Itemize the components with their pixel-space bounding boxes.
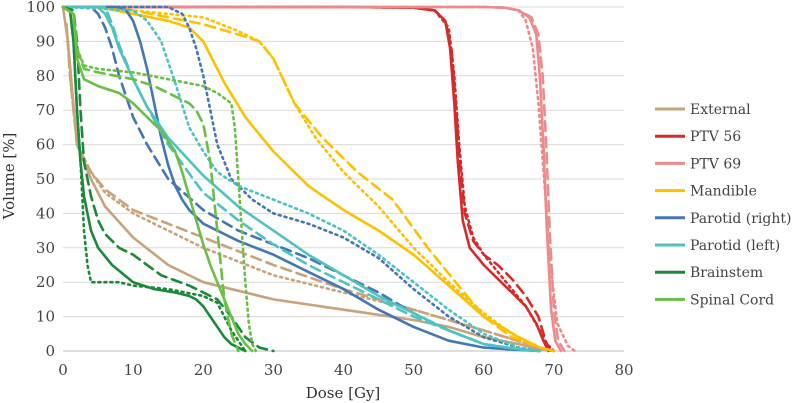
x-tick-label: 10 (124, 361, 143, 379)
legend-label: Mandible (690, 184, 757, 200)
legend-label: Parotid (left) (690, 238, 780, 254)
legend-label: External (690, 102, 751, 118)
series-line-parotid-right-dot (61, 5, 542, 353)
series-line-ptv-69-dot (61, 5, 577, 353)
x-tick-label: 0 (58, 361, 68, 379)
legend-item: Spinal Cord (655, 292, 774, 308)
x-axis-title: Dose [Gy] (306, 384, 381, 402)
series-line-ptv-56-dot (61, 5, 556, 353)
x-tick-label: 30 (264, 361, 283, 379)
series-line-spinal-cord-dot (61, 5, 258, 353)
gridlines (63, 6, 624, 318)
legend-item: External (655, 102, 751, 118)
legend-label: Parotid (right) (690, 211, 791, 227)
series-line-brainstem-dot (61, 5, 247, 353)
series-line-spinal-cord-dash (61, 5, 240, 353)
y-tick-label: 30 (36, 239, 55, 257)
legend-label: Brainstem (690, 265, 763, 281)
y-tick-label: 40 (36, 204, 55, 222)
y-tick-label: 80 (36, 67, 55, 85)
legend-item: Brainstem (655, 265, 763, 281)
y-tick-label: 0 (45, 342, 55, 360)
x-tick-label: 40 (334, 361, 353, 379)
series-line-parotid-right-solid (61, 5, 542, 353)
series-line-ptv-56-dash (61, 5, 552, 353)
y-tick-label: 70 (36, 101, 55, 119)
x-tick-label: 70 (544, 361, 563, 379)
y-tick-label: 20 (36, 273, 55, 291)
series-line-mandible-dot (61, 5, 556, 353)
legend-label: Spinal Cord (690, 292, 774, 308)
legend-item: PTV 69 (655, 156, 741, 172)
legend-item: Parotid (left) (655, 238, 780, 254)
legend-item: Mandible (655, 184, 757, 200)
legend-label: PTV 69 (690, 156, 741, 172)
plot-area (61, 5, 577, 353)
x-tick-label: 80 (614, 361, 633, 379)
legend-item: PTV 56 (655, 129, 741, 145)
series-line-brainstem-dash (61, 5, 275, 353)
y-tick-labels: 0 10 20 30 40 50 60 70 80 90 100 (26, 0, 55, 360)
x-tick-label: 50 (404, 361, 423, 379)
legend: External PTV 56 PTV 69 Mandible Parotid (rig… (655, 102, 791, 308)
legend-label: PTV 56 (690, 129, 741, 145)
y-tick-label: 100 (26, 0, 55, 16)
x-tick-labels: 0 10 20 30 40 50 60 70 80 (58, 361, 633, 379)
x-tick-label: 20 (194, 361, 213, 379)
y-tick-label: 60 (36, 136, 55, 154)
y-tick-label: 90 (36, 32, 55, 50)
series-line-spinal-cord-solid (61, 5, 254, 353)
y-tick-label: 10 (36, 308, 55, 326)
y-tick-label: 50 (36, 170, 55, 188)
legend-item: Parotid (right) (655, 211, 791, 227)
x-tick-label: 60 (474, 361, 493, 379)
series-line-mandible-dash (61, 5, 556, 353)
y-axis-title: Volume [%] (0, 133, 18, 221)
series-line-parotid-left-dash (61, 5, 542, 353)
series-line-parotid-left-dot (61, 5, 542, 353)
